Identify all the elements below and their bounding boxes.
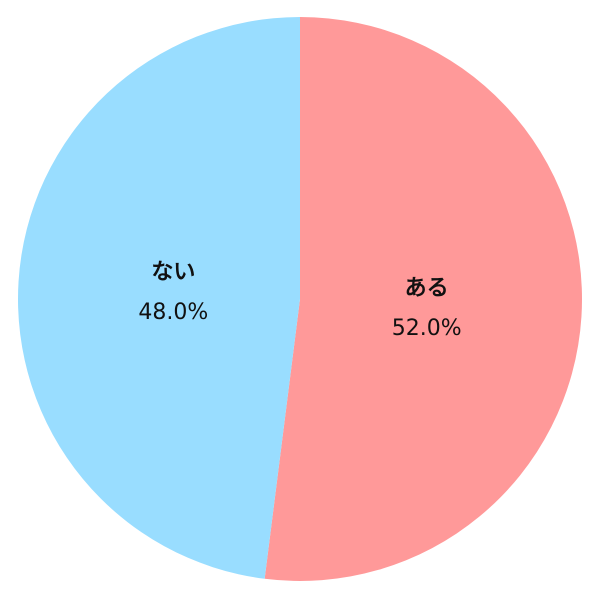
slice-label: ある [405,276,449,301]
slice-label: ない [151,260,195,285]
slice-percent-label: 52.0% [392,316,462,341]
slice-percent-label: 48.0% [138,300,208,325]
pie-slice [17,17,300,579]
pie-slice [264,17,582,581]
